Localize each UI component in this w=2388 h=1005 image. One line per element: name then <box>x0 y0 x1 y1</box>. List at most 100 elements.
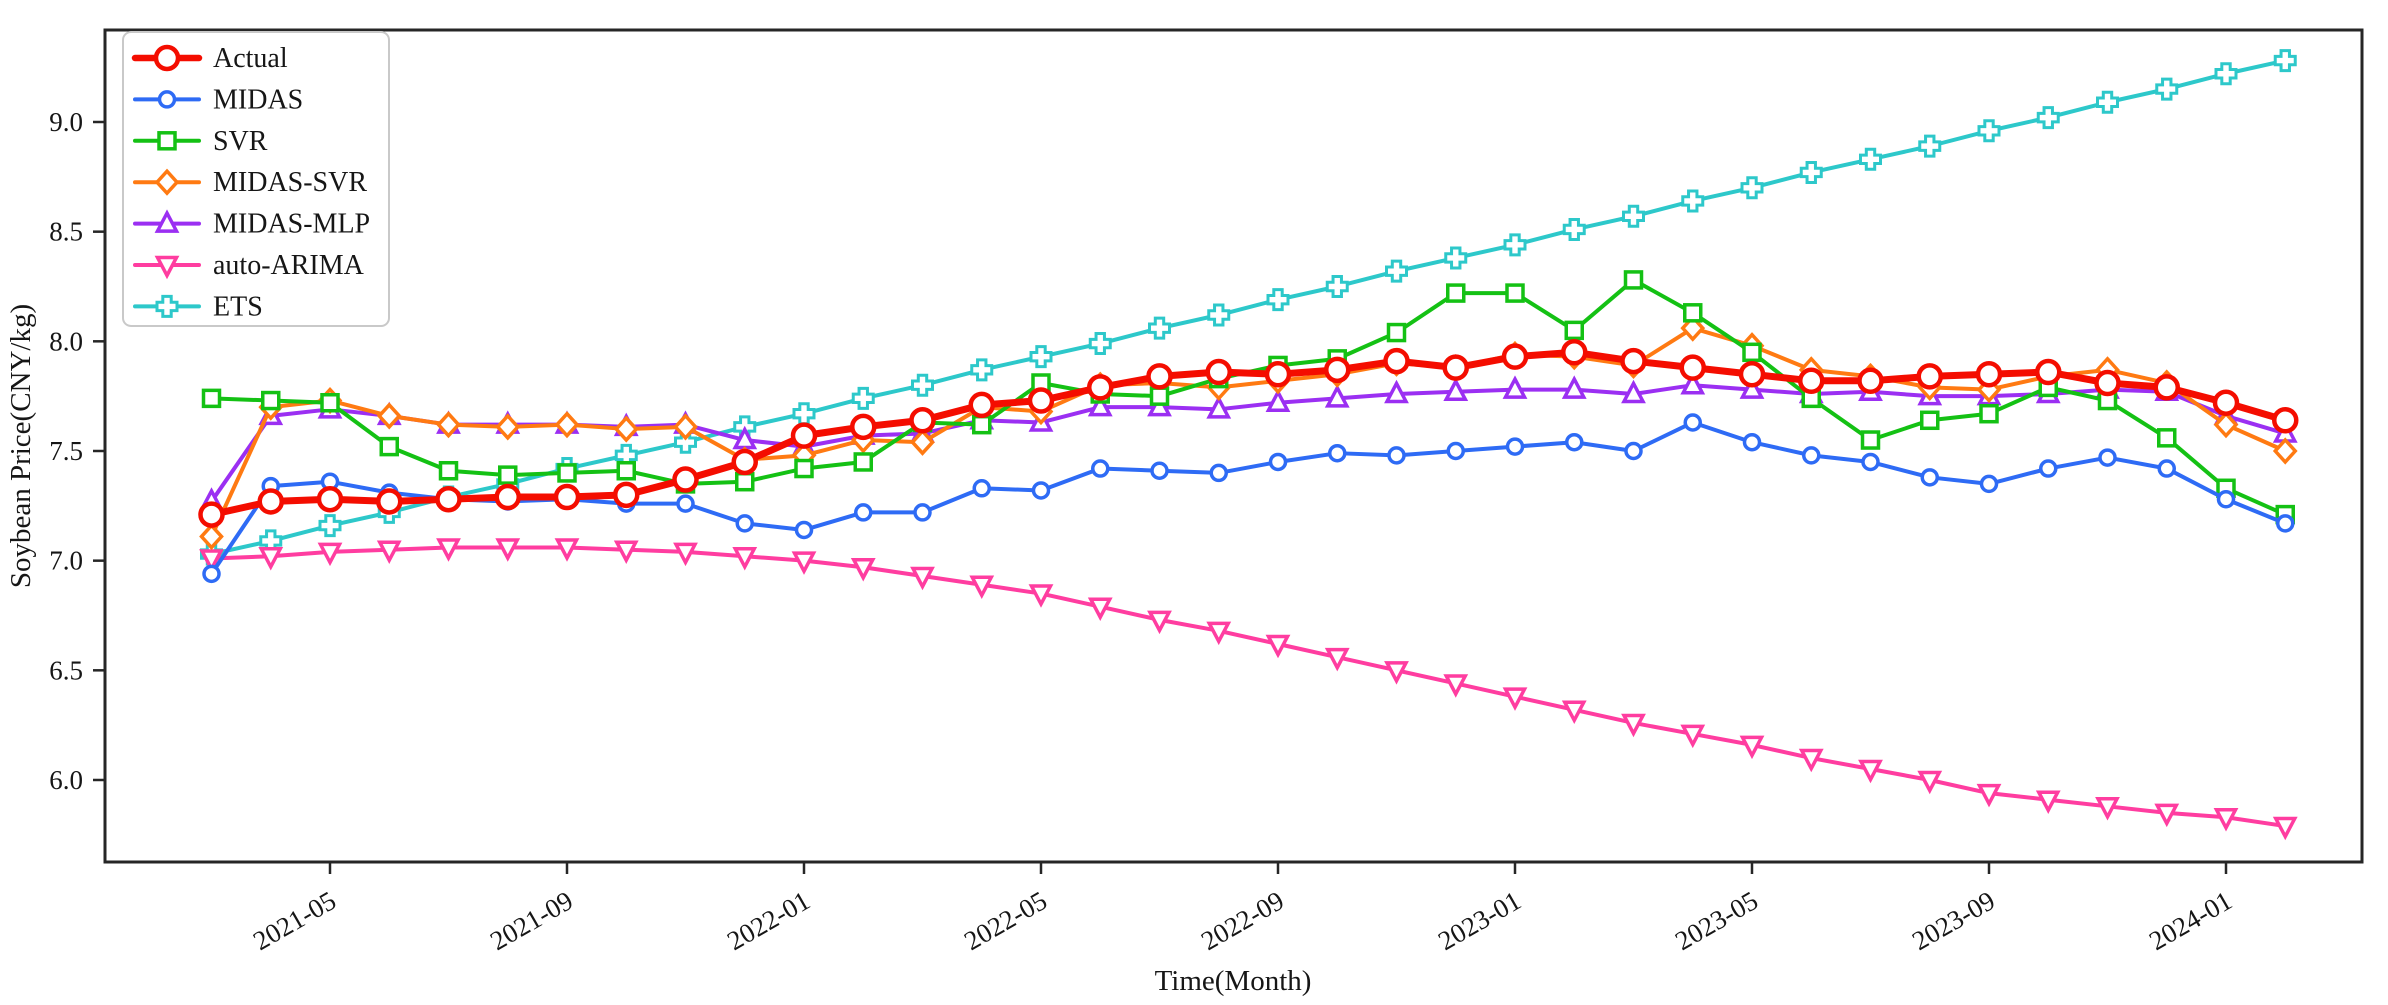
marker-circle <box>850 413 877 441</box>
marker-circle <box>2212 389 2240 416</box>
marker-circle <box>1031 481 1051 500</box>
marker-plus <box>2214 62 2238 86</box>
y-axis-title: Soybean Price(CNY/kg) <box>5 304 37 588</box>
marker-circle <box>2098 448 2117 467</box>
marker-triangle-down <box>1739 735 1765 760</box>
marker-square <box>201 388 222 409</box>
marker-diamond <box>436 411 461 439</box>
marker-circle <box>435 485 462 513</box>
marker-triangle-up <box>154 209 180 233</box>
marker-circle <box>198 501 225 528</box>
marker-triangle-down <box>317 542 343 567</box>
marker-triangle-up <box>1384 379 1409 404</box>
x-tick-label: 2023-09 <box>1907 885 2000 956</box>
marker-circle <box>2153 374 2180 401</box>
x-axis-title: Time(Month) <box>1155 965 1312 997</box>
marker-diamond <box>199 522 224 551</box>
marker-triangle-down <box>2154 803 2180 828</box>
marker-square <box>1860 430 1881 450</box>
marker-square <box>157 131 177 151</box>
series-actual <box>198 339 2299 528</box>
marker-circle <box>1442 354 1469 381</box>
marker-circle <box>2276 514 2295 533</box>
marker-circle <box>1091 459 1110 478</box>
marker-circle <box>376 488 403 515</box>
marker-diamond <box>2213 411 2239 439</box>
marker-circle <box>1383 347 1410 375</box>
plot-area: 6.0 6.5 7.0 7.5 8.0 8.5 9.0 2021-05 2021-09 2022-… <box>49 28 2364 956</box>
marker-circle <box>1620 347 1647 375</box>
marker-triangle-down <box>1561 700 1587 725</box>
marker-triangle-up <box>1324 384 1350 408</box>
marker-triangle-down <box>791 551 817 575</box>
marker-circle <box>1446 441 1465 461</box>
legend-item-midas: MIDAS <box>133 84 303 115</box>
y-tick-label: 6.5 <box>49 655 83 685</box>
marker-circle <box>1857 367 1884 395</box>
legend-label: MIDAS-SVR <box>213 167 367 198</box>
marker-plus <box>155 294 179 318</box>
legend-label: ETS <box>213 291 263 322</box>
marker-circle <box>968 391 995 419</box>
marker-circle <box>1205 358 1232 386</box>
marker-circle <box>1679 354 1706 381</box>
marker-triangle-down <box>1265 634 1291 659</box>
marker-plus <box>1266 288 1290 312</box>
marker-circle <box>613 481 640 509</box>
marker-circle <box>1146 363 1173 390</box>
marker-square <box>1505 283 1525 303</box>
marker-plus <box>970 358 994 382</box>
x-tick-label: 2023-05 <box>1670 885 1763 956</box>
marker-circle <box>790 422 818 449</box>
marker-circle <box>1975 360 2003 388</box>
marker-triangle-down <box>732 547 758 571</box>
marker-circle <box>1979 474 1999 494</box>
marker-circle <box>854 503 873 522</box>
marker-triangle-down <box>1384 661 1409 685</box>
marker-circle <box>972 479 991 498</box>
marker-triangle-down <box>1858 759 1883 784</box>
marker-diamond <box>2272 437 2298 465</box>
marker-circle <box>2094 369 2121 397</box>
x-tick-label: 2022-01 <box>722 885 815 956</box>
x-tick-label: 2024-01 <box>2144 885 2237 956</box>
marker-circle <box>909 407 936 434</box>
marker-circle <box>1742 432 1762 452</box>
marker-triangle-down <box>1028 584 1054 608</box>
marker-circle <box>794 520 814 540</box>
marker-triangle-down <box>495 538 521 562</box>
legend-label: MIDAS-MLP <box>213 209 370 240</box>
marker-diamond <box>376 402 402 430</box>
marker-circle <box>202 564 221 584</box>
series-auto-arima <box>199 538 2298 841</box>
marker-circle <box>316 485 344 513</box>
legend-item-actual: Actual <box>131 43 288 74</box>
marker-square <box>1446 283 1466 303</box>
marker-plus <box>1325 274 1349 298</box>
marker-plus <box>1503 233 1527 257</box>
marker-circle <box>2272 407 2299 434</box>
marker-circle <box>1264 360 1292 388</box>
marker-circle <box>2035 358 2062 386</box>
marker-plus <box>1385 259 1408 283</box>
marker-triangle-down <box>1324 647 1350 672</box>
legend-item-ets: ETS <box>133 291 263 322</box>
marker-triangle-down <box>1087 597 1113 621</box>
marker-plus <box>2036 106 2060 130</box>
marker-square <box>379 436 399 457</box>
marker-plus <box>1622 204 1645 228</box>
marker-square <box>2157 428 2177 448</box>
marker-circle <box>1798 367 1825 395</box>
marker-square <box>1979 403 1999 424</box>
marker-plus <box>1918 134 1942 158</box>
marker-diamond <box>673 413 698 441</box>
marker-triangle-down <box>2095 797 2120 821</box>
marker-circle <box>735 514 754 533</box>
marker-circle <box>1150 461 1169 480</box>
y-tick-label: 7.0 <box>49 546 83 576</box>
marker-circle <box>1387 446 1406 465</box>
marker-triangle-up <box>1680 370 1706 395</box>
y-tick-label: 9.0 <box>49 107 83 137</box>
marker-square <box>735 471 755 492</box>
